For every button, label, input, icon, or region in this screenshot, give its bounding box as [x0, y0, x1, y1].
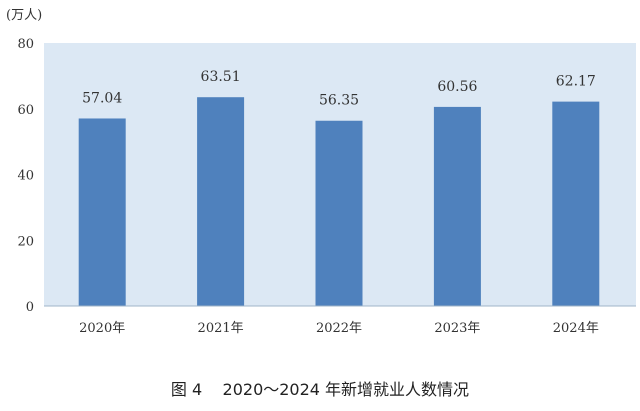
bar	[78, 118, 126, 306]
x-axis-labels: 2020年 2021年 2022年 2023年 2024年	[79, 321, 599, 336]
x-tick-label: 2023年	[434, 321, 480, 336]
y-tick-label: 60	[17, 103, 34, 118]
value-labels: 57.04 63.51 56.35 60.56 62.17	[82, 69, 596, 109]
y-axis-unit-label: (万人)	[6, 8, 42, 23]
bar	[315, 120, 363, 306]
bar	[552, 101, 600, 307]
x-tick-label: 2021年	[198, 321, 244, 336]
bar	[433, 106, 481, 306]
y-tick-label: 0	[26, 300, 34, 315]
y-tick-label: 40	[17, 169, 34, 184]
bar-value-label: 62.17	[556, 74, 596, 90]
figure-caption: 图 4 2020～2024 年新增就业人数情况	[170, 380, 470, 399]
bar-value-label: 63.51	[201, 69, 241, 85]
bar-value-label: 60.56	[437, 79, 477, 95]
x-tick-label: 2024年	[553, 321, 599, 336]
x-tick-label: 2022年	[316, 321, 362, 336]
y-axis-ticks: 0 20 40 60 80	[17, 37, 34, 315]
x-tick-label: 2020年	[79, 321, 125, 336]
bars	[78, 97, 600, 307]
bar	[197, 97, 245, 306]
bar-value-label: 57.04	[82, 90, 122, 106]
y-tick-label: 20	[17, 234, 34, 249]
y-tick-label: 80	[17, 37, 34, 52]
bar-value-label: 56.35	[319, 93, 359, 109]
